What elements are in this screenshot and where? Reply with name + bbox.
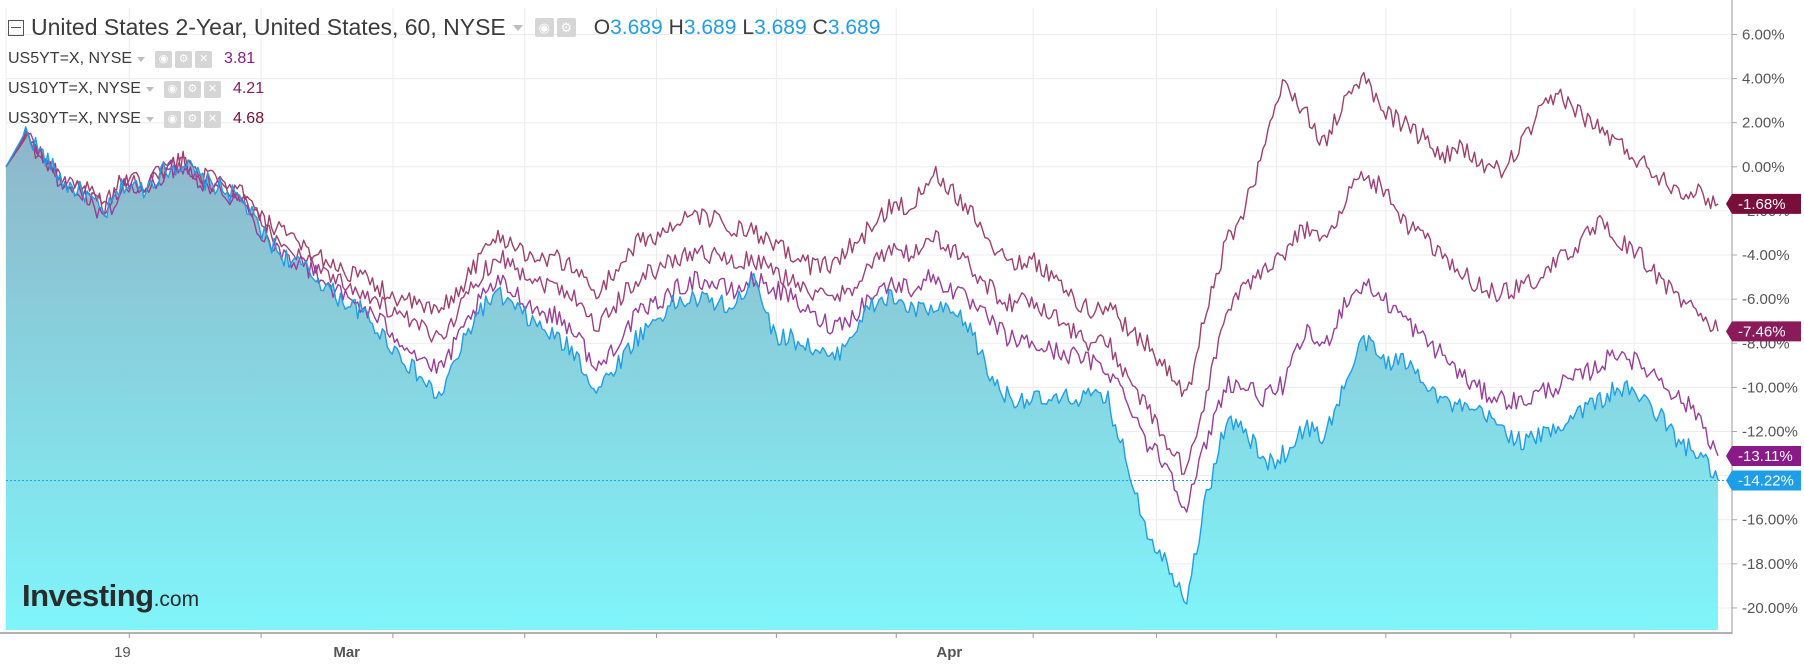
legend-main-row: United States 2-Year, United States, 60,…: [8, 14, 880, 41]
legend-value: 4.68: [232, 110, 265, 127]
last-value-tag-bg: [1726, 445, 1801, 466]
last-value-tag-label: -7.46%: [1738, 323, 1786, 340]
y-tick-label: -4.00%: [1742, 247, 1790, 264]
last-value-tag-label: -13.11%: [1738, 448, 1793, 465]
series-line-united-states-2-year: [5, 126, 1719, 605]
logo-suffix: .com: [153, 588, 200, 611]
close-label: C: [812, 15, 828, 39]
legend-row-buttons: ◉ ⚙ ✕: [155, 50, 213, 68]
logo-text: Investing: [22, 578, 154, 613]
legend-value: 4.21: [232, 80, 265, 97]
caret-down-icon[interactable]: [145, 116, 154, 122]
caret-down-icon[interactable]: [512, 24, 523, 31]
y-tick-label: -12.00%: [1742, 423, 1798, 440]
close-icon[interactable]: ✕: [195, 50, 213, 68]
legend-row-us10yt: US10YT=X, NYSE ◉ ⚙ ✕ 4.21: [8, 80, 264, 98]
close-icon[interactable]: ✕: [203, 80, 221, 98]
last-value-tag: -14.22%: [1726, 470, 1801, 491]
y-tick-label: 6.00%: [1742, 26, 1785, 43]
y-tick-label: 2.00%: [1742, 115, 1785, 132]
y-tick-label: -6.00%: [1742, 291, 1790, 308]
last-value-tag-label: -14.22%: [1738, 472, 1794, 489]
series-line-us30yt-x: [5, 71, 1719, 398]
legend-value: 3.81: [224, 50, 256, 67]
y-tick-label: 0.00%: [1742, 159, 1785, 176]
legend-symbol: US10YT=X, NYSE: [8, 80, 141, 97]
caret-down-icon[interactable]: [145, 86, 154, 92]
legend-symbol: US5YT=X, NYSE: [8, 50, 133, 67]
legend-main-buttons: ◉ ⚙: [534, 18, 576, 37]
legend-row-us30yt: US30YT=X, NYSE ◉ ⚙ ✕ 4.68: [8, 110, 264, 128]
legend-row-buttons: ◉ ⚙ ✕: [163, 110, 221, 128]
eye-icon[interactable]: ◉: [163, 80, 181, 98]
eye-icon[interactable]: ◉: [163, 110, 181, 128]
x-tick-label: Mar: [333, 644, 360, 661]
series-line-us10yt-x: [5, 132, 1719, 475]
gear-icon[interactable]: ⚙: [183, 110, 201, 128]
last-value-tag: -1.68%: [1726, 193, 1801, 214]
investing-logo: Investing.com: [22, 578, 199, 614]
y-tick-label: -20.00%: [1742, 600, 1798, 617]
series-lines: [5, 71, 1732, 605]
last-value-tag: -13.11%: [1726, 445, 1801, 466]
last-value-tag: -7.46%: [1726, 321, 1801, 342]
high-value: 3.689: [683, 15, 737, 39]
gear-icon[interactable]: ⚙: [183, 80, 201, 98]
y-tick-label: -18.00%: [1742, 556, 1798, 573]
y-tick-label: 4.00%: [1742, 71, 1785, 88]
x-tick-label: Apr: [936, 644, 962, 661]
last-value-tag-bg: [1726, 321, 1801, 342]
series-line-us5yt-x: [5, 129, 1719, 513]
eye-icon[interactable]: ◉: [155, 50, 173, 68]
gear-icon[interactable]: ⚙: [556, 18, 576, 37]
y-tick-label: -10.00%: [1742, 379, 1798, 396]
low-value: 3.689: [754, 15, 807, 39]
caret-down-icon[interactable]: [137, 56, 146, 62]
legend-row-buttons: ◉ ⚙ ✕: [163, 80, 221, 98]
low-label: L: [742, 15, 755, 39]
area-layer: [6, 126, 1718, 631]
collapse-icon[interactable]: [8, 19, 24, 36]
x-tick-label: 19: [114, 644, 131, 661]
area-fill-us2y: [6, 126, 1718, 631]
legend-main-title: United States 2-Year, United States, 60,…: [31, 14, 506, 40]
open-value: 3.689: [610, 15, 663, 39]
eye-icon[interactable]: ◉: [534, 18, 554, 37]
open-label: O: [593, 15, 611, 39]
last-value-tag-bg: [1726, 193, 1801, 214]
close-value: 3.689: [827, 15, 881, 39]
legend-row-us5yt: US5YT=X, NYSE ◉ ⚙ ✕ 3.81: [8, 50, 255, 68]
close-icon[interactable]: ✕: [203, 110, 221, 128]
last-value-tag-bg: [1726, 470, 1801, 491]
y-tick-label: -16.00%: [1742, 512, 1798, 529]
gear-icon[interactable]: ⚙: [175, 50, 193, 68]
high-label: H: [668, 15, 684, 39]
last-value-tag-label: -1.68%: [1738, 196, 1786, 213]
legend-symbol: US30YT=X, NYSE: [8, 110, 141, 127]
